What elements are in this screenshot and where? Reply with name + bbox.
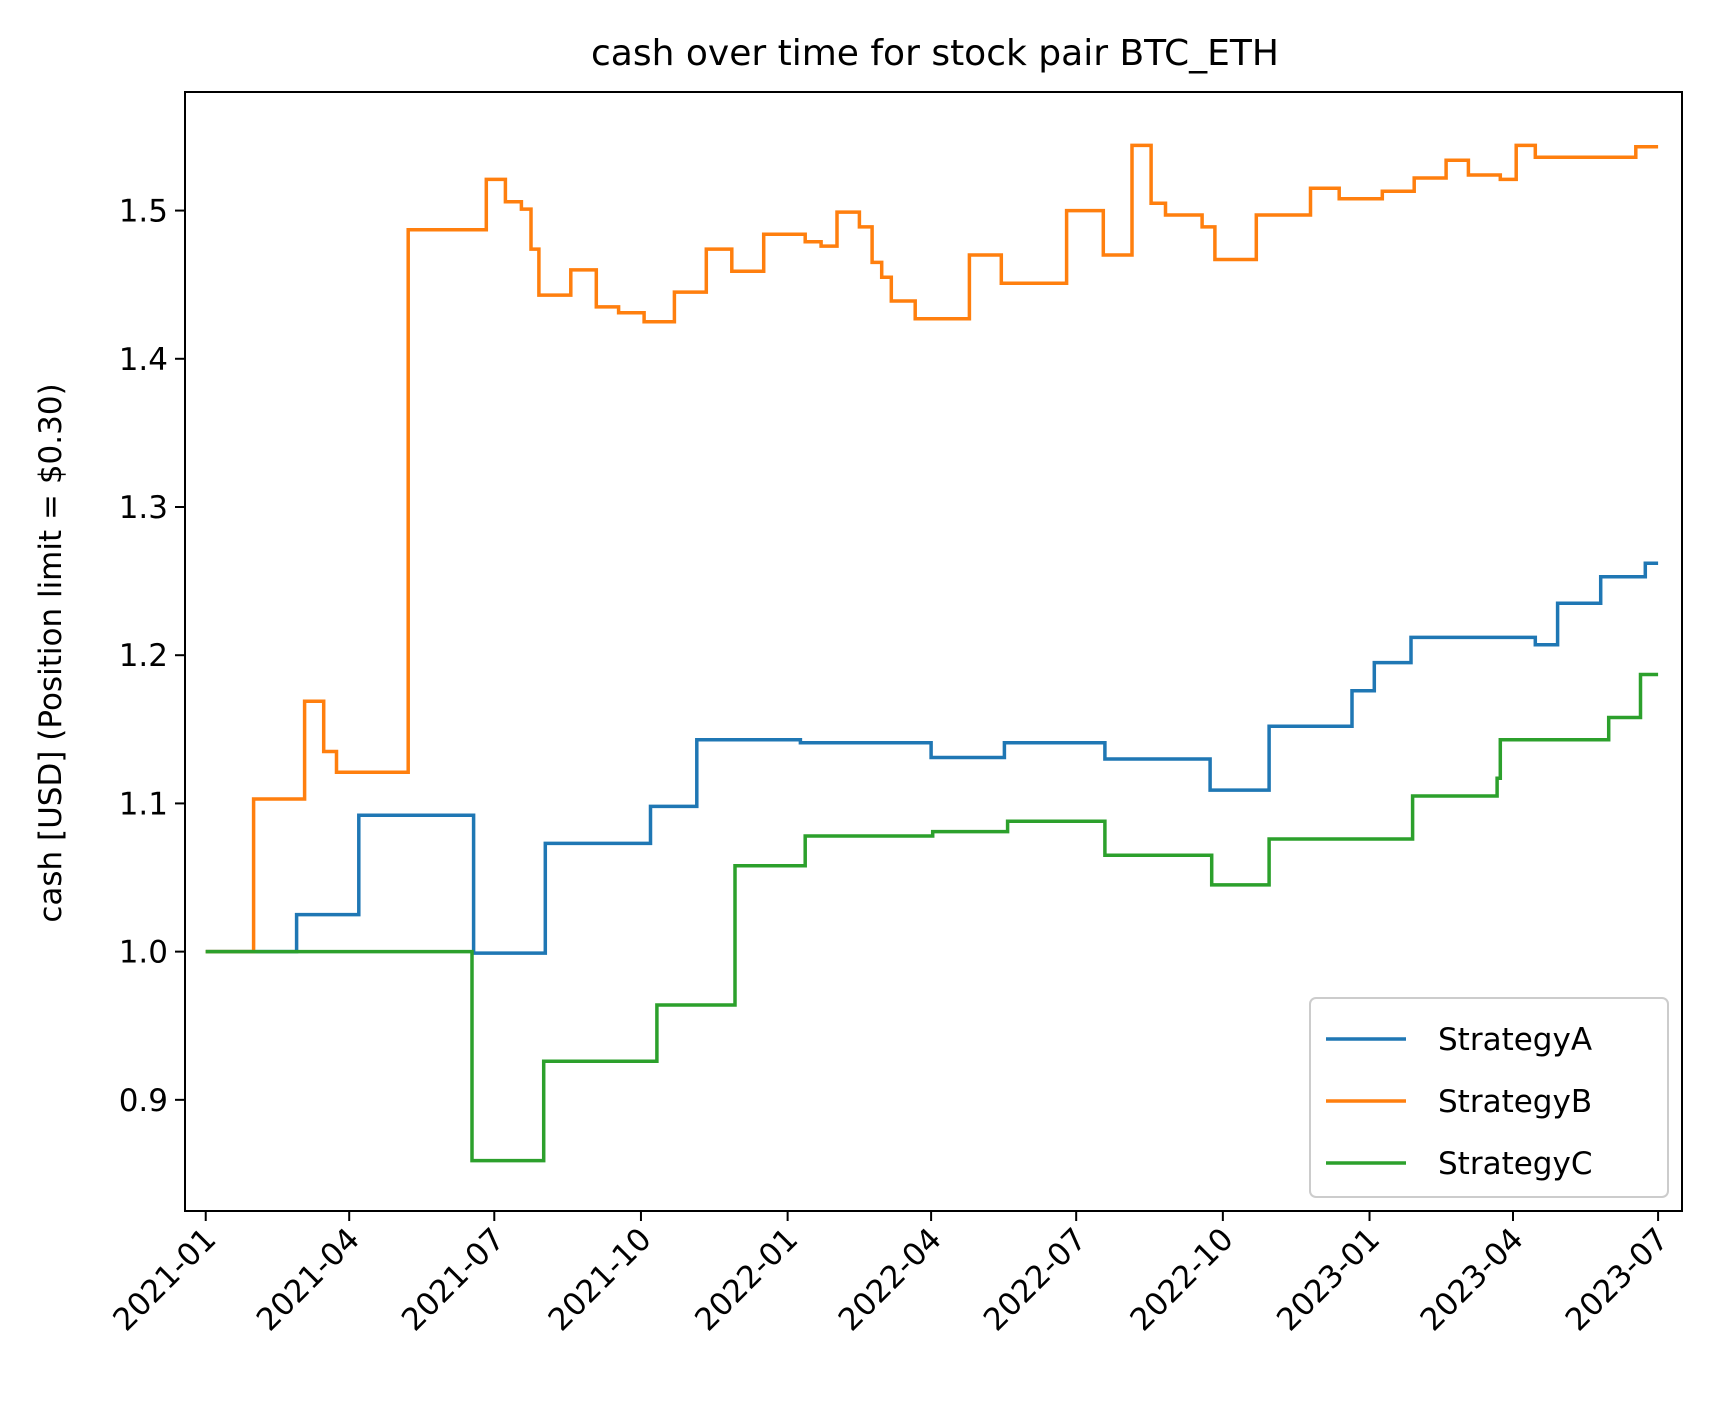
legend: StrategyA StrategyB StrategyC <box>1309 997 1669 1198</box>
y-tick-label: 0.9 <box>119 1083 168 1119</box>
legend-label-strategyb: StrategyB <box>1438 1084 1592 1120</box>
y-tick-label: 1.3 <box>119 490 168 526</box>
y-tick-label: 1.1 <box>119 786 168 822</box>
y-tick-label: 1.0 <box>119 935 168 971</box>
legend-label-strategya: StrategyA <box>1438 1022 1592 1058</box>
chart-title: cash over time for stock pair BTC_ETH <box>591 33 1279 74</box>
legend-box <box>1309 997 1669 1198</box>
y-axis-label: cash [USD] (Position limit = $0.30) <box>33 383 69 922</box>
legend-label-strategyc: StrategyC <box>1438 1146 1592 1182</box>
axes-frame <box>184 91 1683 1212</box>
plot-area <box>205 143 1659 1163</box>
y-tick-label: 1.5 <box>119 194 168 230</box>
series-line-strategya <box>205 561 1659 955</box>
y-tick-label: 1.2 <box>119 638 168 674</box>
series-line-strategyb <box>205 143 1659 954</box>
y-tick-label: 1.4 <box>119 342 168 378</box>
y-axis-ticks: 0.9 1.0 1.1 1.2 1.3 1.4 1.5 <box>119 194 185 1119</box>
series-line-strategyc <box>205 672 1659 1163</box>
